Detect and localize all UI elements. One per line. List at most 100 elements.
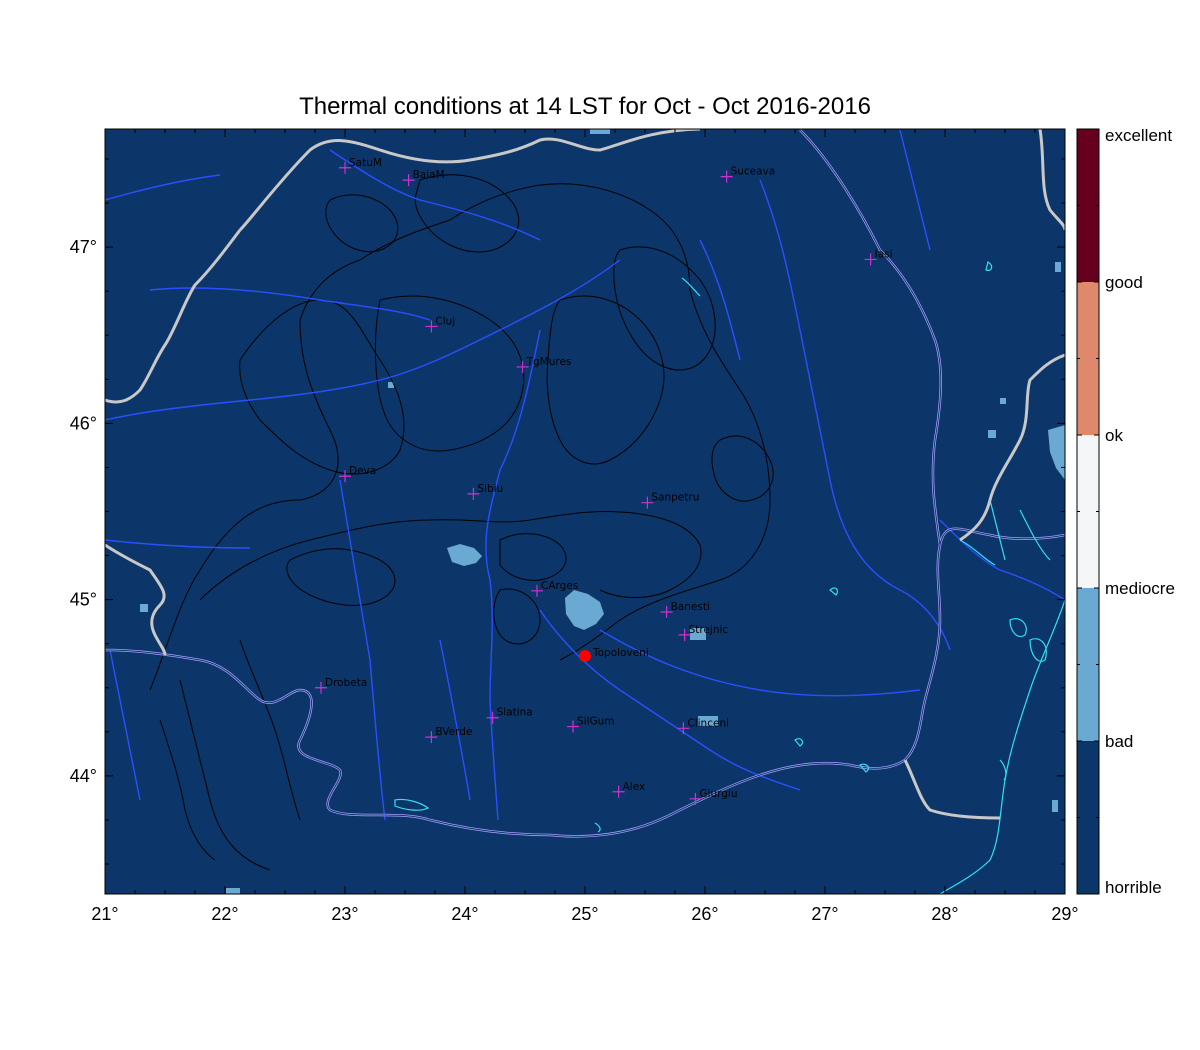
rivers (105, 129, 1065, 821)
border-west (105, 543, 167, 656)
station-slatina: Slatina (486, 707, 533, 724)
colorbar-band-good (1077, 282, 1099, 436)
station-marker (689, 792, 702, 805)
station-marker (677, 722, 690, 735)
patch-strejnic (690, 628, 706, 640)
station-strejnic: Strejnic (678, 624, 728, 641)
delta-channel-3 (1019, 509, 1051, 561)
bad-class-patches (140, 129, 1065, 894)
station-marker (425, 320, 438, 333)
station-label: Drobeta (325, 677, 367, 689)
prut-inner (799, 129, 942, 546)
station-marker (641, 496, 654, 509)
station-label: Suceava (731, 166, 776, 178)
country-borders (105, 129, 1065, 820)
patch-east-coast (1048, 425, 1065, 480)
station-label: BaiaM (413, 169, 445, 181)
station-marker (425, 731, 438, 744)
coastline (394, 261, 1065, 894)
weather-stations: SatuM BaiaM Suceava Iasi Cluj TgMures Deva Sibi… (315, 157, 893, 805)
station-label: SilGum (577, 716, 615, 728)
patch-west (140, 604, 148, 612)
station-marker (720, 170, 733, 183)
contour-west-2 (239, 639, 301, 821)
station-cluj: Cluj (425, 315, 455, 333)
station-suceava: Suceava (720, 166, 776, 183)
x-tick-label: 26° (691, 904, 718, 924)
black-sea-coast (939, 599, 1065, 894)
delta-channel-1 (959, 539, 996, 566)
lake-small-2 (794, 738, 804, 747)
colorbar-label-good: good (1105, 273, 1143, 292)
river-arges (539, 609, 801, 791)
highlight-label: Topoloveni (592, 647, 649, 659)
x-tick-label: 21° (91, 904, 118, 924)
lake-small-3 (999, 759, 1007, 781)
station-marker (516, 360, 529, 373)
river-north (329, 149, 541, 241)
river-ialomita (599, 629, 921, 697)
danube-inner (105, 528, 1065, 837)
x-tick-label: 28° (931, 904, 958, 924)
station-silgum: SilGum (567, 716, 615, 733)
station-marker (467, 487, 480, 500)
station-marker (486, 711, 499, 724)
station-label: TgMures (526, 356, 572, 368)
contour-eastern-1 (546, 295, 665, 465)
contour-north-1 (414, 174, 520, 253)
delta-channel-2 (989, 499, 1006, 561)
patch-fagaras (447, 544, 482, 566)
station-marker (339, 161, 351, 174)
lake-small-5 (594, 822, 601, 833)
y-tick-label: 44° (70, 766, 97, 786)
border-north (238, 129, 701, 232)
contour-north-2 (325, 194, 399, 253)
axis-ticks (104, 129, 1066, 894)
lake-iron-gate (394, 798, 430, 811)
lake-small-4 (985, 261, 993, 271)
border-bulgaria (903, 759, 1001, 820)
y-tick-label: 47° (70, 237, 97, 257)
station-marker (678, 628, 691, 641)
highlight-marker (579, 650, 591, 663)
contour-transylvania (374, 295, 525, 452)
station-banesti: Banesti (660, 601, 710, 618)
danube-inner-line (105, 129, 1065, 837)
patch-se (1052, 800, 1058, 812)
station-carges: CArges (531, 580, 578, 597)
station-marker (567, 720, 579, 733)
patch-arges (565, 590, 604, 630)
station-drobeta: Drobeta (315, 677, 367, 694)
station-label: Cluj (435, 315, 455, 327)
x-tick-label: 23° (331, 904, 358, 924)
x-tick-label: 29° (1051, 904, 1078, 924)
station-tgmures: TgMures (516, 356, 572, 373)
station-label: Clinceni (687, 717, 729, 729)
station-satum: SatuM (339, 157, 382, 174)
x-tick-label: 27° (811, 904, 838, 924)
lake-bicaz (681, 277, 701, 297)
axis-labels: 21° 22° 23° 24° 25° 26° 27° 28° 29° 44° 45° 46° 47° (70, 237, 1079, 924)
chart-title: Thermal conditions at 14 LST for Oct - O… (299, 93, 871, 120)
station-label: Iasi (875, 248, 893, 260)
station-iasi: Iasi (864, 248, 893, 266)
contour-sub-4 (711, 435, 774, 502)
station-label: Banesti (671, 601, 710, 613)
station-label: CArges (541, 580, 578, 592)
colorbar-band-excellent (1077, 129, 1099, 283)
colorbar-band-ok (1077, 435, 1099, 589)
river-east (939, 519, 1065, 601)
colorbar-label-horrible: horrible (1105, 878, 1162, 897)
station-label: Slatina (497, 707, 533, 719)
river-jiu (339, 479, 386, 821)
station-marker (660, 605, 673, 618)
x-tick-label: 22° (211, 904, 238, 924)
river-prut-inner (699, 239, 741, 361)
contour-west-1 (179, 679, 271, 871)
station-label: Sibiu (477, 483, 503, 495)
lake-small-6 (859, 763, 870, 773)
lake-small-1 (829, 587, 839, 596)
colorbar-label-mediocre: mediocre (1105, 579, 1175, 598)
station-marker (402, 174, 415, 187)
patch-clinceni (698, 716, 718, 726)
